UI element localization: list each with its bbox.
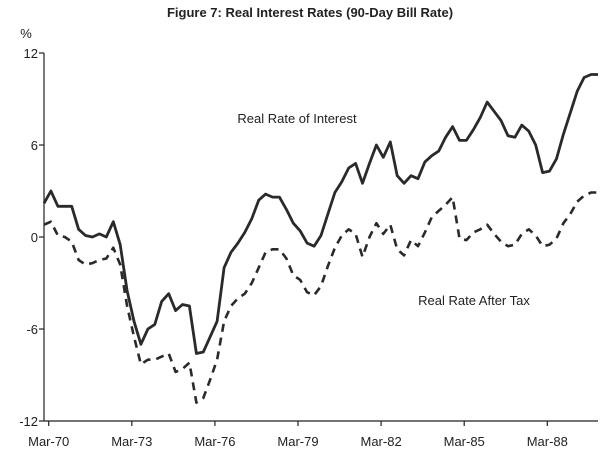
chart-title: Figure 7: Real Interest Rates (90-Day Bi… (167, 5, 453, 20)
y-axis-label: % (20, 26, 32, 41)
series-layer (42, 73, 598, 404)
x-tick-label: Mar-70 (28, 434, 69, 449)
x-axis-ticks: Mar-70 Mar-73 Mar-76 Mar-79 Mar-82 Mar-85 Mar-… (28, 421, 568, 449)
y-tick-label: 12 (24, 46, 38, 61)
series-line-real-rate-after-tax (43, 191, 598, 404)
y-tick-label: 6 (31, 138, 38, 153)
x-tick-label: Mar-76 (194, 434, 235, 449)
series-line-real-rate (42, 73, 598, 355)
x-tick-label: Mar-88 (527, 434, 568, 449)
annotation-real-rate-after-tax: Real Rate After Tax (418, 293, 530, 308)
y-tick-label: -12 (19, 414, 38, 429)
x-tick-label: Mar-82 (361, 434, 402, 449)
y-axis-ticks: 12 6 0 -6 -12 (19, 46, 44, 429)
annotation-real-rate: Real Rate of Interest (237, 111, 357, 126)
y-tick-label: -6 (26, 322, 38, 337)
x-tick-label: Mar-73 (111, 434, 152, 449)
x-tick-label: Mar-85 (444, 434, 485, 449)
x-tick-label: Mar-79 (277, 434, 318, 449)
y-tick-label: 0 (31, 230, 38, 245)
